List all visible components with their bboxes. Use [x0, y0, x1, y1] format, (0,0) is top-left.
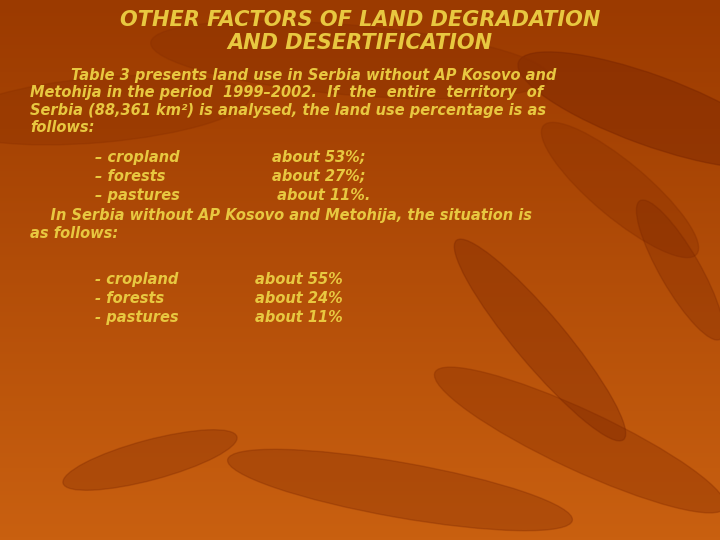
Text: - pastures: - pastures: [95, 310, 179, 325]
Ellipse shape: [518, 52, 720, 168]
Text: Metohija in the period  1999–2002.  If  the  entire  territory  of: Metohija in the period 1999–2002. If the…: [30, 85, 543, 100]
Ellipse shape: [0, 75, 249, 145]
Ellipse shape: [228, 449, 572, 531]
Text: Table 3 presents land use in Serbia without AP Kosovo and: Table 3 presents land use in Serbia with…: [30, 68, 557, 83]
Ellipse shape: [454, 239, 626, 441]
Text: about 11%: about 11%: [255, 310, 343, 325]
Text: Serbia (88,361 km²) is analysed, the land use percentage is as: Serbia (88,361 km²) is analysed, the lan…: [30, 103, 546, 118]
Ellipse shape: [541, 123, 698, 258]
Text: In Serbia without AP Kosovo and Metohija, the situation is: In Serbia without AP Kosovo and Metohija…: [30, 208, 532, 223]
Text: about 24%: about 24%: [255, 291, 343, 306]
Ellipse shape: [150, 21, 549, 99]
Text: – forests: – forests: [95, 169, 166, 184]
Text: as follows:: as follows:: [30, 226, 118, 240]
Text: – pastures: – pastures: [95, 188, 180, 203]
Text: about 11%.: about 11%.: [272, 188, 370, 203]
Text: OTHER FACTORS OF LAND DEGRADATION: OTHER FACTORS OF LAND DEGRADATION: [120, 10, 600, 30]
Text: - forests: - forests: [95, 291, 164, 306]
Text: AND DESERTIFICATION: AND DESERTIFICATION: [228, 33, 492, 53]
Text: - cropland: - cropland: [95, 272, 179, 287]
Ellipse shape: [434, 367, 720, 513]
Text: about 27%;: about 27%;: [272, 169, 366, 184]
Text: about 55%: about 55%: [255, 272, 343, 287]
Ellipse shape: [636, 200, 720, 340]
Ellipse shape: [63, 430, 237, 490]
Text: about 53%;: about 53%;: [272, 150, 366, 165]
Text: – cropland: – cropland: [95, 150, 179, 165]
Text: follows:: follows:: [30, 120, 94, 136]
